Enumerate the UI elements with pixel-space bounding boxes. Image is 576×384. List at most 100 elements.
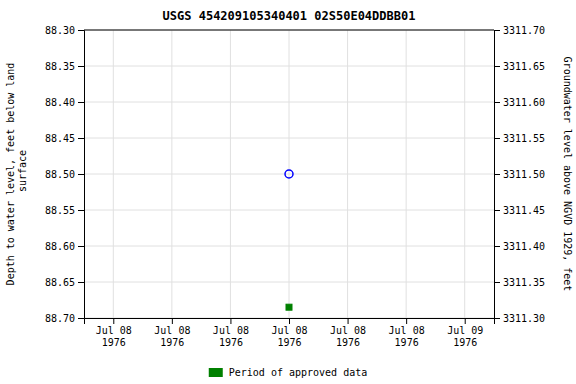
points <box>285 170 293 310</box>
tick-mark <box>78 138 84 139</box>
tick-mark <box>494 246 500 247</box>
tick-mark <box>78 102 84 103</box>
tick: 88.50 <box>45 169 84 180</box>
tick: Jul 081976 <box>213 318 249 348</box>
point <box>286 304 292 310</box>
tick: 3311.70 <box>494 25 545 36</box>
tick-mark <box>230 318 231 324</box>
tick-label: 3311.70 <box>503 25 545 36</box>
tick-mark <box>78 282 84 283</box>
tick-mark <box>494 66 500 67</box>
tick-label: 88.30 <box>45 25 75 36</box>
tick-label: 88.55 <box>45 205 75 216</box>
tick-label: Jul 081976 <box>389 325 425 348</box>
tick: 88.65 <box>45 277 84 288</box>
tick-mark <box>78 318 84 319</box>
frame-line <box>84 30 494 31</box>
axis-line <box>495 31 501 319</box>
tick-mark <box>289 318 290 324</box>
tick-mark <box>494 102 500 103</box>
legend-item: Period of approved data <box>209 367 367 378</box>
tick-label: Jul 081976 <box>330 325 366 348</box>
grid-line <box>84 174 494 175</box>
grid-line <box>84 210 494 211</box>
tick: 3311.60 <box>494 97 545 108</box>
tick: 88.35 <box>45 61 84 72</box>
tick-label: Jul 081976 <box>96 325 132 348</box>
tick: Jul 091976 <box>447 318 483 348</box>
tick-mark <box>406 318 407 324</box>
tick-label: Jul 081976 <box>271 325 307 348</box>
tick-label: Jul 091976 <box>447 325 483 348</box>
tick: 88.30 <box>45 25 84 36</box>
y-axis-title: Depth to water level, feet below land su… <box>5 63 28 286</box>
tick: 3311.65 <box>494 61 545 72</box>
grid-line <box>84 66 494 67</box>
axis-line <box>85 319 495 325</box>
grid <box>84 30 494 318</box>
tick: Jul 081976 <box>96 318 132 348</box>
tick-label: 3311.35 <box>503 277 545 288</box>
tick: 3311.30 <box>494 313 545 324</box>
tick: 88.45 <box>45 133 84 144</box>
grid-line <box>84 102 494 103</box>
tick: 88.60 <box>45 241 84 252</box>
chart: Jul 081976 Jul 081976 Jul 081976 Jul 081976… <box>0 0 576 384</box>
grid-line <box>84 138 494 139</box>
axis-line <box>78 31 85 319</box>
tick-label: Jul 081976 <box>154 325 190 348</box>
tick-label: 88.65 <box>45 277 75 288</box>
tick-mark <box>78 30 84 31</box>
tick-mark <box>78 66 84 67</box>
tick-mark <box>494 282 500 283</box>
legend-label: Period of approved data <box>229 367 367 378</box>
tick-mark <box>494 174 500 175</box>
tick-label: 3311.65 <box>503 61 545 72</box>
x-axis: Jul 081976 Jul 081976 Jul 081976 Jul 081976… <box>85 318 495 348</box>
tick: 3311.50 <box>494 169 545 180</box>
title: USGS 454209105340401 02S50E04DDBB01 <box>163 9 416 23</box>
tick-label: 88.60 <box>45 241 75 252</box>
tick: 88.55 <box>45 205 84 216</box>
grid-line <box>84 282 494 283</box>
legend: Period of approved data <box>209 367 367 378</box>
tick-mark <box>113 318 114 324</box>
tick-mark <box>348 318 349 324</box>
tick-label: 3311.40 <box>503 241 545 252</box>
tick-mark <box>78 246 84 247</box>
tick: 3311.35 <box>494 277 545 288</box>
tick-label: 88.45 <box>45 133 75 144</box>
tick-label: 3311.55 <box>503 133 545 144</box>
grid-line <box>84 30 494 31</box>
tick-mark <box>494 318 500 319</box>
tick-label: 88.70 <box>45 313 75 324</box>
tick: 3311.55 <box>494 133 545 144</box>
tick: 3311.40 <box>494 241 545 252</box>
tick: 3311.45 <box>494 205 545 216</box>
tick-mark <box>172 318 173 324</box>
point <box>285 170 293 178</box>
tick-label: 88.35 <box>45 61 75 72</box>
tick-label: 3311.50 <box>503 169 545 180</box>
tick-mark <box>78 210 84 211</box>
tick: 88.70 <box>45 313 84 324</box>
tick-mark <box>494 138 500 139</box>
y-axis: 88.30 88.35 88.40 88.45 88.50 88.55 88.60 88.65… <box>45 25 85 324</box>
tick: Jul 081976 <box>389 318 425 348</box>
y2-axis: 3311.30 3311.35 3311.40 3311.45 3311.50 3311.… <box>494 25 545 324</box>
legend-swatch <box>209 368 223 377</box>
tick-mark <box>494 210 500 211</box>
tick-mark <box>494 30 500 31</box>
tick-label: 3311.45 <box>503 205 545 216</box>
tick: Jul 081976 <box>271 318 307 348</box>
tick-label: 88.40 <box>45 97 75 108</box>
tick-label: 3311.30 <box>503 313 545 324</box>
tick: Jul 081976 <box>154 318 190 348</box>
tick-label: 3311.60 <box>503 97 545 108</box>
tick: Jul 081976 <box>330 318 366 348</box>
tick-mark <box>465 318 466 324</box>
tick: 88.40 <box>45 97 84 108</box>
y2-axis-title: Groundwater level above NGVD 1929, feet <box>562 57 573 292</box>
grid-line <box>84 246 494 247</box>
tick-label: Jul 081976 <box>213 325 249 348</box>
